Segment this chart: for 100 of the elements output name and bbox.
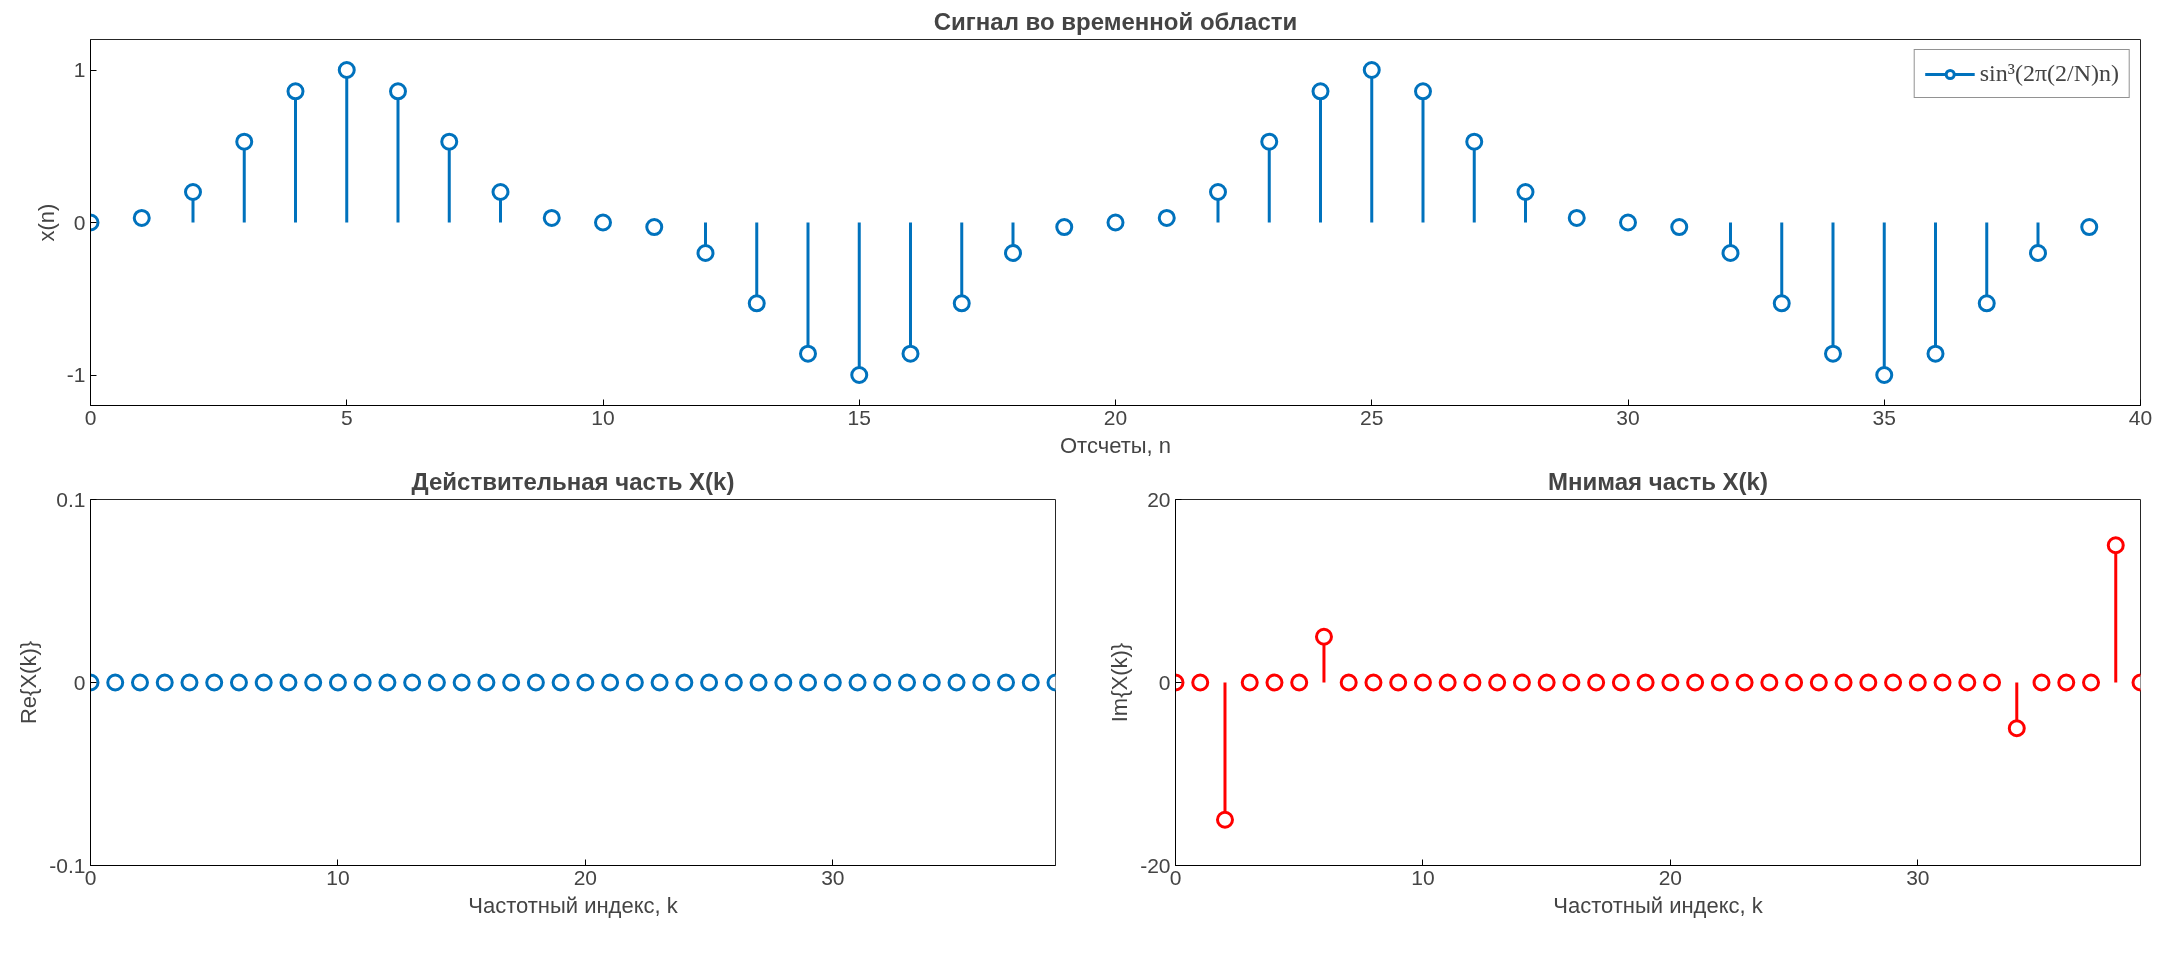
point xyxy=(1240,673,1259,692)
point xyxy=(1834,673,1853,692)
y-tick-label: -0.1 xyxy=(49,853,86,877)
point xyxy=(1260,132,1279,151)
point xyxy=(1265,673,1284,692)
point xyxy=(1933,673,1952,692)
point xyxy=(1958,673,1977,692)
x-tick-label: 30 xyxy=(1906,865,1930,889)
x-axis-title: Отсчеты, n xyxy=(1060,432,1172,458)
point xyxy=(2029,244,2047,262)
point xyxy=(747,294,766,313)
point xyxy=(132,208,151,227)
y-axis-title: Re{X(k)} xyxy=(16,640,42,725)
point xyxy=(2032,673,2051,692)
point xyxy=(1735,673,1754,692)
point xyxy=(337,61,356,79)
point xyxy=(286,82,305,101)
point xyxy=(1488,673,1507,692)
point xyxy=(1004,244,1022,262)
point xyxy=(1537,673,1556,692)
point xyxy=(1785,673,1804,692)
point xyxy=(1512,673,1531,692)
point xyxy=(1611,673,1630,692)
point xyxy=(850,366,869,384)
point xyxy=(1516,183,1535,201)
point xyxy=(2082,673,2101,692)
y-tick-label: 20 xyxy=(1147,487,1171,511)
point xyxy=(1314,627,1333,646)
point xyxy=(1055,218,1074,237)
point xyxy=(1760,673,1779,692)
point xyxy=(184,183,202,201)
point xyxy=(440,132,459,151)
point xyxy=(952,294,971,313)
y-tick-label: 1 xyxy=(73,58,86,81)
point xyxy=(901,344,920,363)
point xyxy=(542,208,561,227)
point xyxy=(1619,213,1637,232)
x-tick-label: 20 xyxy=(573,865,598,889)
point xyxy=(1859,673,1878,692)
point xyxy=(1389,673,1408,692)
point xyxy=(1772,294,1791,313)
point xyxy=(1209,183,1227,201)
point xyxy=(1290,673,1309,692)
point xyxy=(1191,673,1210,692)
point xyxy=(1908,673,1927,692)
point xyxy=(1362,61,1381,79)
point xyxy=(1710,673,1729,692)
point xyxy=(1721,244,1740,262)
point xyxy=(1364,673,1383,692)
y-tick-label: -1 xyxy=(66,363,86,386)
x-tick-label: 5 xyxy=(340,405,353,429)
point xyxy=(799,344,817,363)
y-tick-label: 0 xyxy=(73,670,86,694)
point xyxy=(1661,673,1680,692)
point xyxy=(2106,536,2125,555)
x-tick-label: 35 xyxy=(1872,405,1896,429)
point xyxy=(235,132,254,151)
y-axis-title: x(n) xyxy=(33,203,59,242)
y-tick-label: 0 xyxy=(1158,670,1171,694)
point xyxy=(1926,344,1945,363)
point xyxy=(1824,344,1842,363)
x-tick-label: 10 xyxy=(591,405,615,429)
point xyxy=(1339,673,1358,692)
point xyxy=(389,82,407,101)
point xyxy=(1670,218,1689,237)
x-tick-label: 30 xyxy=(1616,405,1640,429)
y-tick-label: -20 xyxy=(1140,853,1171,877)
y-axis-title: Im{X(k)} xyxy=(1107,642,1133,723)
point xyxy=(1567,208,1586,227)
point xyxy=(1686,673,1705,692)
x-tick-label: 20 xyxy=(1658,865,1683,889)
point xyxy=(594,213,612,232)
point xyxy=(645,218,664,237)
x-tick-label: 15 xyxy=(847,405,871,429)
point xyxy=(1414,82,1432,101)
point xyxy=(1413,673,1432,692)
x-tick-label: 40 xyxy=(2128,405,2153,429)
point xyxy=(1438,673,1457,692)
point xyxy=(1157,208,1176,227)
legend-label: sin³(2π(2/N)n) xyxy=(1979,60,2119,87)
chart-title: Действительная часть X(k) xyxy=(411,467,735,495)
point xyxy=(1587,673,1606,692)
point xyxy=(1465,132,1484,151)
chart-title: Мнимая часть X(k) xyxy=(1548,467,1768,495)
x-axis-title: Частотный индекс, k xyxy=(1553,892,1764,918)
point xyxy=(1983,673,2002,692)
point xyxy=(1977,294,1996,313)
point xyxy=(2057,673,2076,692)
point xyxy=(1106,213,1125,232)
point xyxy=(1215,810,1234,829)
point xyxy=(1311,82,1330,101)
x-tick-label: 25 xyxy=(1360,405,1384,429)
point xyxy=(1636,673,1655,692)
point xyxy=(1463,673,1482,692)
point xyxy=(1884,673,1903,692)
point xyxy=(696,244,715,262)
point xyxy=(1875,366,1894,384)
x-tick-label: 20 xyxy=(1103,405,1128,429)
point xyxy=(1809,673,1828,692)
y-tick-label: 0.1 xyxy=(56,487,86,511)
